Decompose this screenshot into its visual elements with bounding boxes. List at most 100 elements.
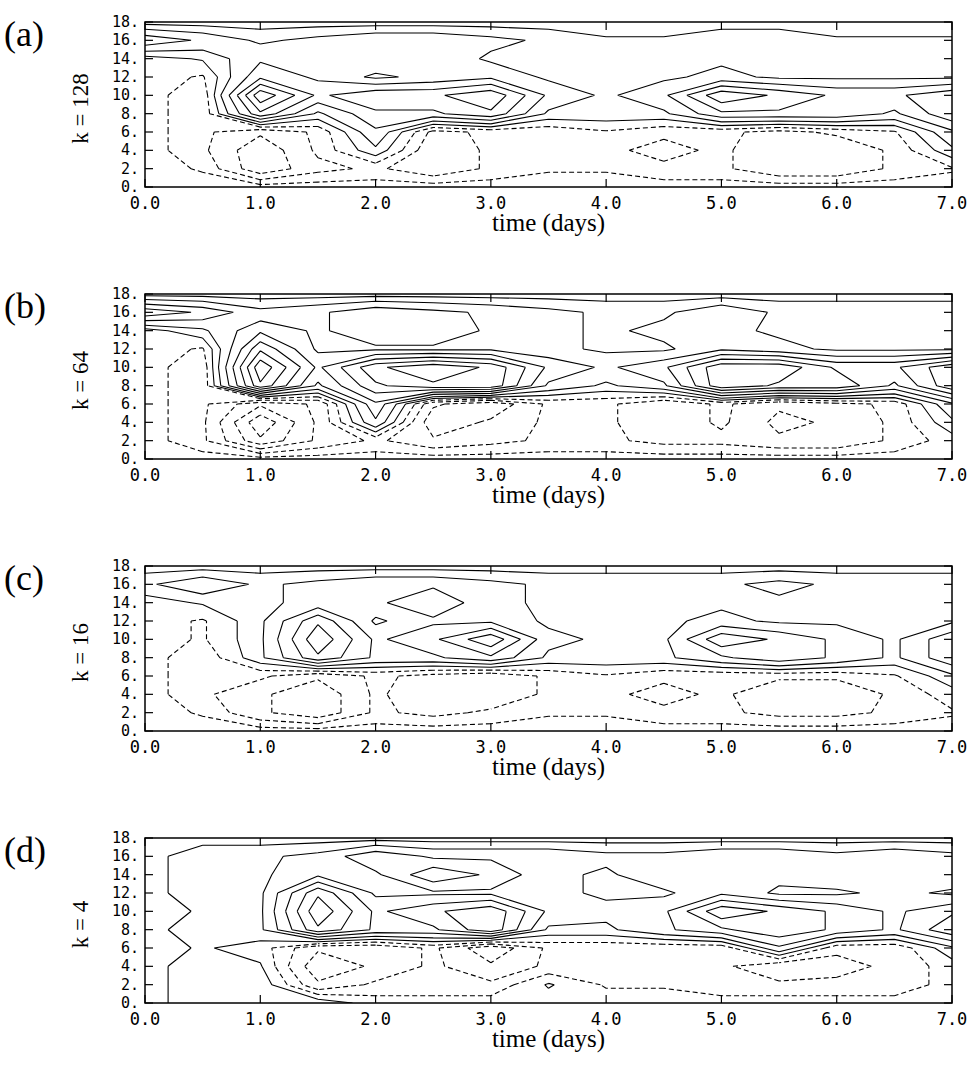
contour-line <box>145 300 952 428</box>
y-tick-label: 2. <box>121 432 139 450</box>
y-tick <box>145 131 153 132</box>
x-tick-top <box>721 294 722 302</box>
y-tick-label: 4. <box>121 685 139 703</box>
y-tick-label: 14. <box>112 50 139 68</box>
y-tick <box>145 385 153 386</box>
y-tick <box>145 657 153 658</box>
y-tick-label: 0. <box>121 994 139 1012</box>
x-tick-top <box>375 22 376 30</box>
contour-line <box>278 588 952 665</box>
x-tick <box>144 451 145 459</box>
x-tick-top <box>606 566 607 574</box>
contour-line <box>168 619 952 728</box>
y-tick <box>145 675 153 676</box>
y-tick-right <box>944 837 952 838</box>
x-tick <box>721 451 722 459</box>
y-tick <box>145 602 153 603</box>
y-tick-label: 16. <box>112 31 139 49</box>
x-tick-top <box>144 22 145 30</box>
y-tick <box>145 694 153 695</box>
y-tick-right <box>944 712 952 713</box>
panel-letter: (a) <box>4 14 44 54</box>
y-tick-label: 10. <box>112 86 139 104</box>
x-tick-label: 6.0 <box>821 1009 852 1029</box>
y-tick <box>145 330 153 331</box>
y-tick-label: 18. <box>112 13 139 31</box>
x-tick <box>144 995 145 1003</box>
x-tick-top <box>951 22 952 30</box>
x-tick <box>836 451 837 459</box>
y-tick-label: 0. <box>121 450 139 468</box>
x-tick-label: 7.0 <box>937 737 968 757</box>
y-tick-right <box>944 293 952 294</box>
y-tick-right <box>944 856 952 857</box>
y-tick-label: 16. <box>112 303 139 321</box>
x-tick <box>375 451 376 459</box>
x-tick-label: 7.0 <box>937 465 968 485</box>
y-tick <box>145 293 153 294</box>
x-tick <box>375 179 376 187</box>
y-tick <box>145 440 153 441</box>
x-tick-top <box>836 22 837 30</box>
y-tick <box>145 892 153 893</box>
y-tick-label: 2. <box>121 976 139 994</box>
y-tick-label: 8. <box>121 377 139 395</box>
contour-line <box>145 309 952 403</box>
x-tick-label: 2.0 <box>360 737 391 757</box>
contour-line <box>263 845 952 951</box>
y-tick-label: 10. <box>112 902 139 920</box>
y-tick-right <box>944 1002 952 1003</box>
x-tick-top <box>836 294 837 302</box>
y-tick-right <box>944 95 952 96</box>
y-tick-label: 16. <box>112 575 139 593</box>
x-tick-top <box>490 566 491 574</box>
y-tick <box>145 186 153 187</box>
x-tick <box>836 995 837 1003</box>
contour-line <box>145 24 952 157</box>
y-tick-label: 14. <box>112 322 139 340</box>
y-tick <box>145 565 153 566</box>
x-tick <box>721 723 722 731</box>
y-tick-label: 4. <box>121 413 139 431</box>
contour-line <box>309 897 334 926</box>
x-tick <box>951 179 952 187</box>
contour-line <box>168 75 952 184</box>
x-tick <box>260 451 261 459</box>
y-tick-label: 12. <box>112 68 139 86</box>
plot-frame <box>145 566 952 731</box>
y-tick-right <box>944 440 952 441</box>
x-tick-top <box>951 566 952 574</box>
y-tick <box>145 911 153 912</box>
y-tick-right <box>944 694 952 695</box>
x-tick <box>144 179 145 187</box>
x-tick-label: 2.0 <box>360 1009 391 1029</box>
x-tick-top <box>260 838 261 846</box>
x-tick <box>951 723 952 731</box>
x-tick-top <box>260 294 261 302</box>
y-tick-label: 8. <box>121 921 139 939</box>
y-tick-label: 2. <box>121 704 139 722</box>
x-tick-top <box>144 294 145 302</box>
x-tick <box>721 179 722 187</box>
y-tick-right <box>944 929 952 930</box>
y-tick-right <box>944 657 952 658</box>
y-tick <box>145 1002 153 1003</box>
y-tick-label: 6. <box>121 395 139 413</box>
contour-line <box>254 90 276 102</box>
y-tick-label: 16. <box>112 847 139 865</box>
contours <box>145 570 952 729</box>
y-tick-right <box>944 186 952 187</box>
x-tick-label: 1.0 <box>245 737 276 757</box>
y-tick-right <box>944 422 952 423</box>
x-tick-label: 0.0 <box>130 1009 161 1029</box>
x-tick-top <box>721 566 722 574</box>
y-tick-right <box>944 620 952 621</box>
y-tick-right <box>944 892 952 893</box>
y-tick-right <box>944 947 952 948</box>
x-tick-top <box>606 22 607 30</box>
contour-line <box>145 304 952 419</box>
y-tick <box>145 837 153 838</box>
y-tick-label: 8. <box>121 105 139 123</box>
x-tick-top <box>490 22 491 30</box>
x-tick <box>606 723 607 731</box>
